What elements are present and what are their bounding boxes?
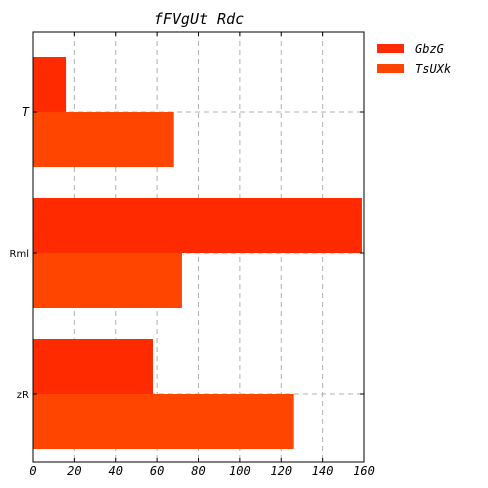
x-tick-label-8: 160 [353, 464, 375, 478]
x-tick-label-4: 80 [191, 464, 205, 478]
bar-GbzG-zR [33, 339, 153, 394]
y-axis-ticks: T Rml zR [10, 105, 364, 401]
chart-title: fFVgUt Rdc [154, 10, 244, 28]
x-tick-label-5: 100 [229, 464, 251, 478]
bars [33, 57, 362, 449]
y-tick-label-2: zR [17, 390, 29, 401]
bar-TsUXk-zR [33, 394, 294, 449]
bar-TsUXk-T [33, 112, 174, 167]
y-tick-label-0: T [22, 105, 30, 119]
bar-TsUXk-Rml [33, 253, 182, 308]
bar-GbzG-T [33, 57, 67, 112]
y-tick-label-1: Rml [10, 249, 29, 260]
x-tick-label-7: 140 [312, 464, 334, 478]
x-tick-label-1: 20 [67, 464, 81, 478]
x-tick-label-3: 60 [150, 464, 164, 478]
legend-label-GbzG: GbzG [415, 42, 444, 56]
x-tick-label-2: 40 [109, 464, 123, 478]
x-axis-ticks: 0 20 40 60 80 100 120 140 160 [29, 32, 375, 478]
x-tick-label-0: 0 [29, 464, 36, 478]
legend-label-TsUXk: TsUXk [415, 62, 452, 76]
legend: GbzG TsUXk [377, 42, 452, 76]
legend-swatch-TsUXk [377, 64, 404, 73]
legend-swatch-GbzG [377, 44, 404, 53]
bar-GbzG-Rml [33, 198, 362, 253]
x-tick-label-6: 120 [270, 464, 292, 478]
